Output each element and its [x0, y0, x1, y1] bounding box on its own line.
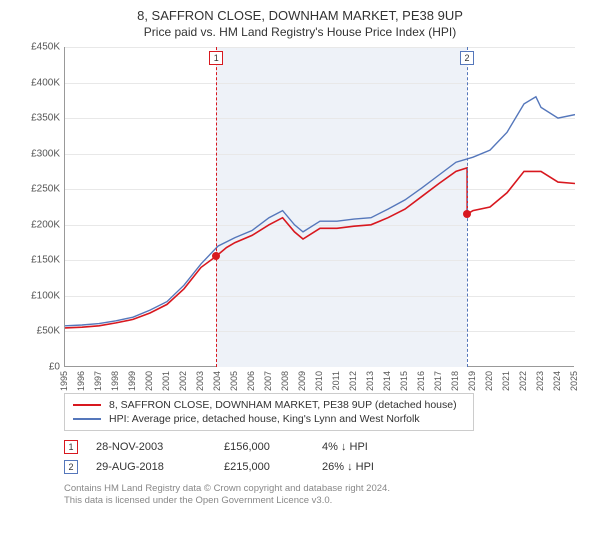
- sales-table: 1 28-NOV-2003 £156,000 4% ↓ HPI 2 29-AUG-2018…: [64, 437, 588, 477]
- y-axis-label: £450K: [20, 42, 60, 53]
- plot-area: 12: [64, 47, 574, 367]
- x-axis-label: 2006: [246, 371, 256, 391]
- x-axis-label: 2025: [569, 371, 579, 391]
- x-axis-label: 2008: [280, 371, 290, 391]
- sale-row: 1 28-NOV-2003 £156,000 4% ↓ HPI: [64, 437, 588, 457]
- x-axis-label: 2020: [484, 371, 494, 391]
- y-axis-label: £400K: [20, 77, 60, 88]
- sale-id-box: 2: [64, 460, 78, 474]
- x-axis-label: 2009: [297, 371, 307, 391]
- arrow-down-icon: ↓: [347, 461, 353, 473]
- y-axis-label: £200K: [20, 219, 60, 230]
- legend-swatch: [73, 418, 101, 420]
- x-axis-label: 2002: [178, 371, 188, 391]
- x-axis-label: 2003: [195, 371, 205, 391]
- x-axis-label: 2001: [161, 371, 171, 391]
- x-axis-label: 1998: [110, 371, 120, 391]
- footer-attribution: Contains HM Land Registry data © Crown c…: [64, 483, 588, 508]
- sale-date: 29-AUG-2018: [96, 461, 206, 473]
- sale-dot: [463, 210, 471, 218]
- y-axis-label: £350K: [20, 113, 60, 124]
- y-axis-label: £100K: [20, 290, 60, 301]
- x-axis-label: 2014: [382, 371, 392, 391]
- legend: 8, SAFFRON CLOSE, DOWNHAM MARKET, PE38 9…: [64, 393, 474, 431]
- x-axis-label: 2012: [348, 371, 358, 391]
- legend-label: 8, SAFFRON CLOSE, DOWNHAM MARKET, PE38 9…: [109, 399, 457, 411]
- x-axis-label: 1996: [76, 371, 86, 391]
- x-axis-label: 1995: [59, 371, 69, 391]
- x-axis-label: 2021: [501, 371, 511, 391]
- page-subtitle: Price paid vs. HM Land Registry's House …: [12, 25, 588, 39]
- x-axis-label: 2011: [331, 371, 341, 390]
- x-axis-label: 2005: [229, 371, 239, 391]
- x-axis-label: 1999: [127, 371, 137, 391]
- marker-line-1: [216, 47, 217, 367]
- price-chart: £0 £50K £100K £150K £200K £250K £300K £350K £400…: [20, 47, 580, 387]
- x-axis-label: 2015: [399, 371, 409, 391]
- sale-id-box: 1: [64, 440, 78, 454]
- legend-item: 8, SAFFRON CLOSE, DOWNHAM MARKET, PE38 9…: [73, 398, 465, 412]
- x-axis-label: 2019: [467, 371, 477, 391]
- sale-row: 2 29-AUG-2018 £215,000 26% ↓ HPI: [64, 457, 588, 477]
- marker-box-2: 2: [460, 51, 474, 65]
- legend-swatch: [73, 404, 101, 406]
- marker-box-1: 1: [209, 51, 223, 65]
- sale-diff: 26% ↓ HPI: [322, 461, 432, 473]
- y-axis-label: £50K: [20, 326, 60, 337]
- x-axis-label: 2013: [365, 371, 375, 391]
- footer-line-1: Contains HM Land Registry data © Crown c…: [64, 483, 588, 495]
- x-axis-label: 2016: [416, 371, 426, 391]
- arrow-down-icon: ↓: [341, 441, 347, 453]
- x-axis-label: 2007: [263, 371, 273, 391]
- legend-item: HPI: Average price, detached house, King…: [73, 412, 465, 426]
- x-axis-label: 1997: [93, 371, 103, 391]
- sale-dot: [212, 252, 220, 260]
- sale-price: £156,000: [224, 441, 304, 453]
- x-axis-label: 2023: [535, 371, 545, 391]
- x-axis-label: 2000: [144, 371, 154, 391]
- x-axis-label: 2024: [552, 371, 562, 391]
- sale-diff: 4% ↓ HPI: [322, 441, 432, 453]
- sale-date: 28-NOV-2003: [96, 441, 206, 453]
- series-hpi: [65, 97, 575, 326]
- y-axis-label: £150K: [20, 255, 60, 266]
- marker-line-2: [467, 47, 468, 367]
- y-axis-label: £0: [20, 362, 60, 373]
- y-axis-label: £300K: [20, 148, 60, 159]
- y-axis-label: £250K: [20, 184, 60, 195]
- x-axis-label: 2022: [518, 371, 528, 391]
- x-axis-label: 2004: [212, 371, 222, 391]
- page-title-address: 8, SAFFRON CLOSE, DOWNHAM MARKET, PE38 9…: [12, 8, 588, 23]
- sale-price: £215,000: [224, 461, 304, 473]
- footer-line-2: This data is licensed under the Open Gov…: [64, 495, 588, 507]
- x-axis-label: 2018: [450, 371, 460, 391]
- x-axis-label: 2010: [314, 371, 324, 391]
- series-property: [65, 168, 575, 328]
- chart-lines: [65, 47, 575, 367]
- legend-label: HPI: Average price, detached house, King…: [109, 413, 420, 425]
- x-axis-label: 2017: [433, 371, 443, 391]
